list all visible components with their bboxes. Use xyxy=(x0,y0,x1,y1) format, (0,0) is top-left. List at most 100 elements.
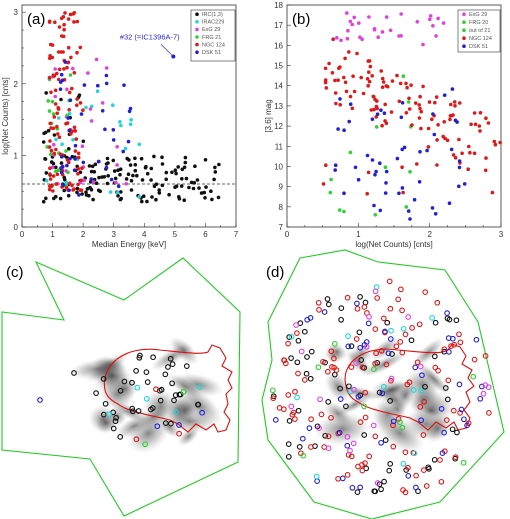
panel-d-source xyxy=(308,416,314,423)
panel-c-source xyxy=(169,361,176,367)
panel-b-point xyxy=(375,112,380,116)
panel-d-source xyxy=(292,388,298,395)
panel-a-point xyxy=(149,166,154,171)
panel-a-point xyxy=(73,157,77,161)
panel-c-source xyxy=(129,405,136,412)
panel-b-point xyxy=(380,76,385,81)
panel-c-source xyxy=(117,387,124,394)
panel-a-point xyxy=(52,74,57,78)
panel-b-legend-entry: FRG 20 xyxy=(469,20,488,26)
panel-b-point xyxy=(368,64,373,69)
panel-d-source xyxy=(443,417,450,423)
panel-c-source xyxy=(197,384,203,390)
panel-d-source xyxy=(285,453,292,460)
panel-b-point xyxy=(350,22,355,27)
panel-a-point xyxy=(184,176,189,181)
panel-b-point xyxy=(366,170,371,175)
panel-b-point xyxy=(338,97,342,101)
panel-b-ytick-label: 16 xyxy=(274,41,283,50)
panel-d-source xyxy=(449,426,456,433)
panel-b-point xyxy=(399,115,404,120)
panel-b-points xyxy=(321,11,502,221)
panel-d-source xyxy=(405,473,412,479)
panel-d-source xyxy=(420,432,427,438)
panel-d-source xyxy=(329,364,335,370)
panel-b-legend-entry: ExG 29 xyxy=(469,12,487,18)
panel-d-source xyxy=(421,398,427,405)
panel-d-source xyxy=(308,348,315,355)
panel-b-legend-entry: DSK 51 xyxy=(469,44,488,50)
panel-b-point xyxy=(378,161,382,165)
panel-b-point xyxy=(431,112,435,116)
panel-d-source xyxy=(344,294,351,301)
panel-a-point xyxy=(157,188,161,192)
panel-a-point xyxy=(131,173,135,178)
panel-a-point xyxy=(113,176,118,181)
panel-d-source xyxy=(387,461,394,467)
panel-a-point xyxy=(129,188,134,192)
panel-d-source xyxy=(399,424,406,431)
panel-b-point xyxy=(406,100,411,104)
panel-d-source xyxy=(439,450,446,456)
panel-c-field-outline xyxy=(1,257,241,517)
panel-a-point xyxy=(72,168,77,172)
panel-b-ytick-label: 18 xyxy=(274,1,283,10)
panel-a-xtick-label: 1 xyxy=(50,230,55,239)
panel-a-point xyxy=(176,165,180,169)
panel-b-point xyxy=(484,156,488,160)
panel-b-point xyxy=(380,85,385,89)
panel-b-point xyxy=(433,100,437,105)
panel-d-source xyxy=(448,343,454,349)
panel-d-source xyxy=(453,317,460,324)
panel-a-point xyxy=(81,139,86,144)
panel-d-source xyxy=(372,488,379,495)
panel-d-source xyxy=(388,375,395,382)
panel-d-source xyxy=(422,289,429,295)
panel-a-point xyxy=(145,171,150,176)
panel-c-source xyxy=(133,368,139,374)
panel-d-source xyxy=(345,333,351,339)
panel-b-point xyxy=(407,96,411,101)
panel-b-point xyxy=(442,93,447,97)
panel-a-point xyxy=(86,71,90,75)
panel-a-point xyxy=(212,177,216,182)
panel-b-point xyxy=(333,168,338,172)
panel-a-point xyxy=(91,180,96,184)
panel-b-xlabel: log(Net Counts) [cnts] xyxy=(355,240,432,249)
panel-a-point xyxy=(64,185,69,190)
panel-a-point xyxy=(63,60,68,64)
panel-c-source xyxy=(143,395,150,402)
panel-d-source xyxy=(486,410,492,416)
panel-b-legend: ExG 29 FRG 20 out of 21 NGC 124 DSK 51 xyxy=(457,9,501,53)
panel-b-point xyxy=(367,15,371,19)
panel-b-point xyxy=(466,167,471,171)
panel-c-source xyxy=(136,354,143,361)
panel-a-point xyxy=(129,118,133,122)
panel-b-point xyxy=(383,165,388,169)
panel-b-point xyxy=(435,163,439,167)
panel-a-point xyxy=(51,126,56,131)
panel-d-source xyxy=(314,478,320,484)
panel-d-source xyxy=(372,326,379,332)
panel-b-point xyxy=(418,150,422,154)
panel-b-point xyxy=(366,84,371,88)
panel-a-point xyxy=(144,164,148,169)
panel-a-point xyxy=(76,151,81,156)
panel-b-point xyxy=(415,162,419,166)
panel-d-source xyxy=(328,414,334,421)
panel-d-source xyxy=(370,422,377,429)
panel-d-source xyxy=(387,305,394,312)
panel-a-point xyxy=(56,77,61,82)
panel-a-point xyxy=(111,158,116,163)
panel-d-source xyxy=(373,350,379,357)
panel-d-source xyxy=(295,337,302,344)
panel-a-point xyxy=(195,178,200,182)
panel-a-point xyxy=(68,157,72,161)
panel-b-point xyxy=(321,182,326,186)
panel-b-point xyxy=(330,71,335,75)
panel-b-point xyxy=(430,117,434,122)
panel-b-point xyxy=(409,83,413,87)
panel-a-legend-entry: FRG 21 xyxy=(202,35,221,41)
panel-d-source xyxy=(355,393,362,400)
panel-b-point xyxy=(418,106,422,111)
